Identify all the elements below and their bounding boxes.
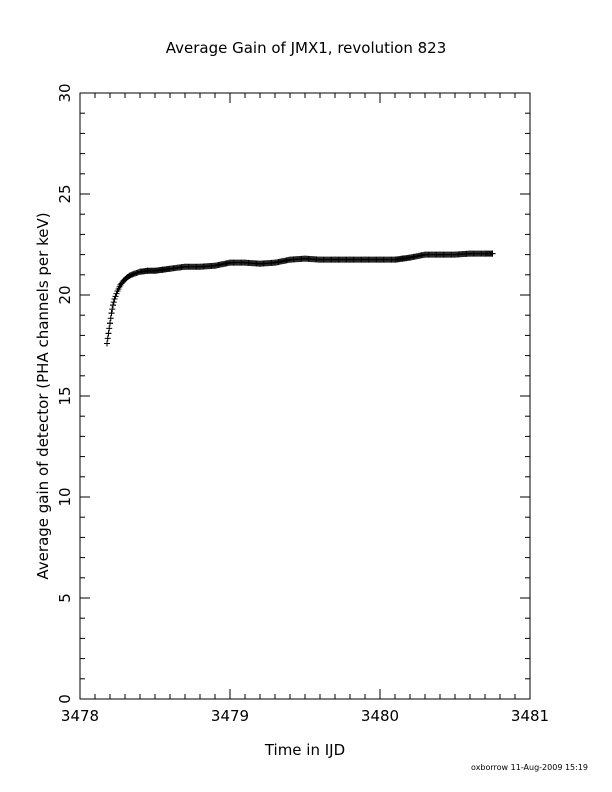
data-point (407, 254, 413, 261)
data-point (317, 256, 323, 263)
data-point (489, 250, 496, 257)
data-point (302, 255, 308, 262)
x-tick-label: 3481 (511, 707, 549, 725)
data-point (107, 320, 113, 327)
data-point (104, 340, 110, 347)
y-tick-label: 15 (56, 386, 74, 405)
data-point (452, 251, 458, 258)
data-point (212, 262, 218, 269)
x-tick-label: 3478 (61, 707, 99, 725)
y-tick-labels: 0 5 10 15 20 25 30 (56, 83, 74, 703)
data-point (437, 251, 443, 258)
data-point (137, 268, 143, 275)
data-point (182, 263, 188, 270)
data-point (167, 265, 173, 272)
axis-ticks (79, 92, 531, 700)
data-point (117, 281, 124, 288)
data-point (227, 259, 233, 266)
data-point (347, 256, 353, 263)
x-tick-label: 3480 (361, 707, 399, 725)
y-tick-label: 5 (56, 593, 74, 603)
data-point (111, 296, 118, 303)
data-point (131, 270, 137, 277)
data-point (377, 256, 383, 263)
data-point (152, 267, 158, 274)
y-tick-label: 0 (56, 694, 74, 704)
data-point (120, 277, 127, 284)
y-tick-label: 20 (56, 285, 74, 304)
data-point (257, 260, 263, 267)
y-tick-label: 25 (56, 184, 74, 203)
data-point (482, 250, 488, 257)
y-tick-label: 10 (56, 487, 74, 506)
data-point (126, 272, 133, 279)
data-point (272, 259, 278, 266)
plot-frame (79, 92, 531, 700)
data-point (110, 302, 116, 309)
data-point (242, 259, 248, 266)
y-axis-label: Average gain of detector (PHA channels p… (34, 212, 52, 579)
x-tick-label: 3479 (211, 707, 249, 725)
data-point (159, 266, 166, 273)
data-point (144, 267, 151, 274)
data-point (392, 256, 398, 263)
data-point (467, 250, 473, 257)
chart-title: Average Gain of JMX1, revolution 823 (166, 39, 447, 57)
data-point (422, 251, 428, 258)
credit-text: oxborrow 11-Aug-2009 15:19 (471, 763, 588, 772)
series-points (104, 250, 496, 347)
data-point (108, 310, 115, 317)
data-point (114, 287, 121, 294)
x-axis-label: Time in IJD (264, 741, 345, 759)
data-points (104, 250, 496, 347)
data-point (362, 256, 368, 263)
data-point (287, 256, 293, 263)
data-point (105, 330, 112, 337)
data-point (332, 256, 338, 263)
x-tick-labels: 3478 3479 3480 3481 (61, 707, 549, 725)
data-point (197, 263, 203, 270)
y-tick-label: 30 (56, 83, 74, 102)
data-point (399, 255, 406, 262)
